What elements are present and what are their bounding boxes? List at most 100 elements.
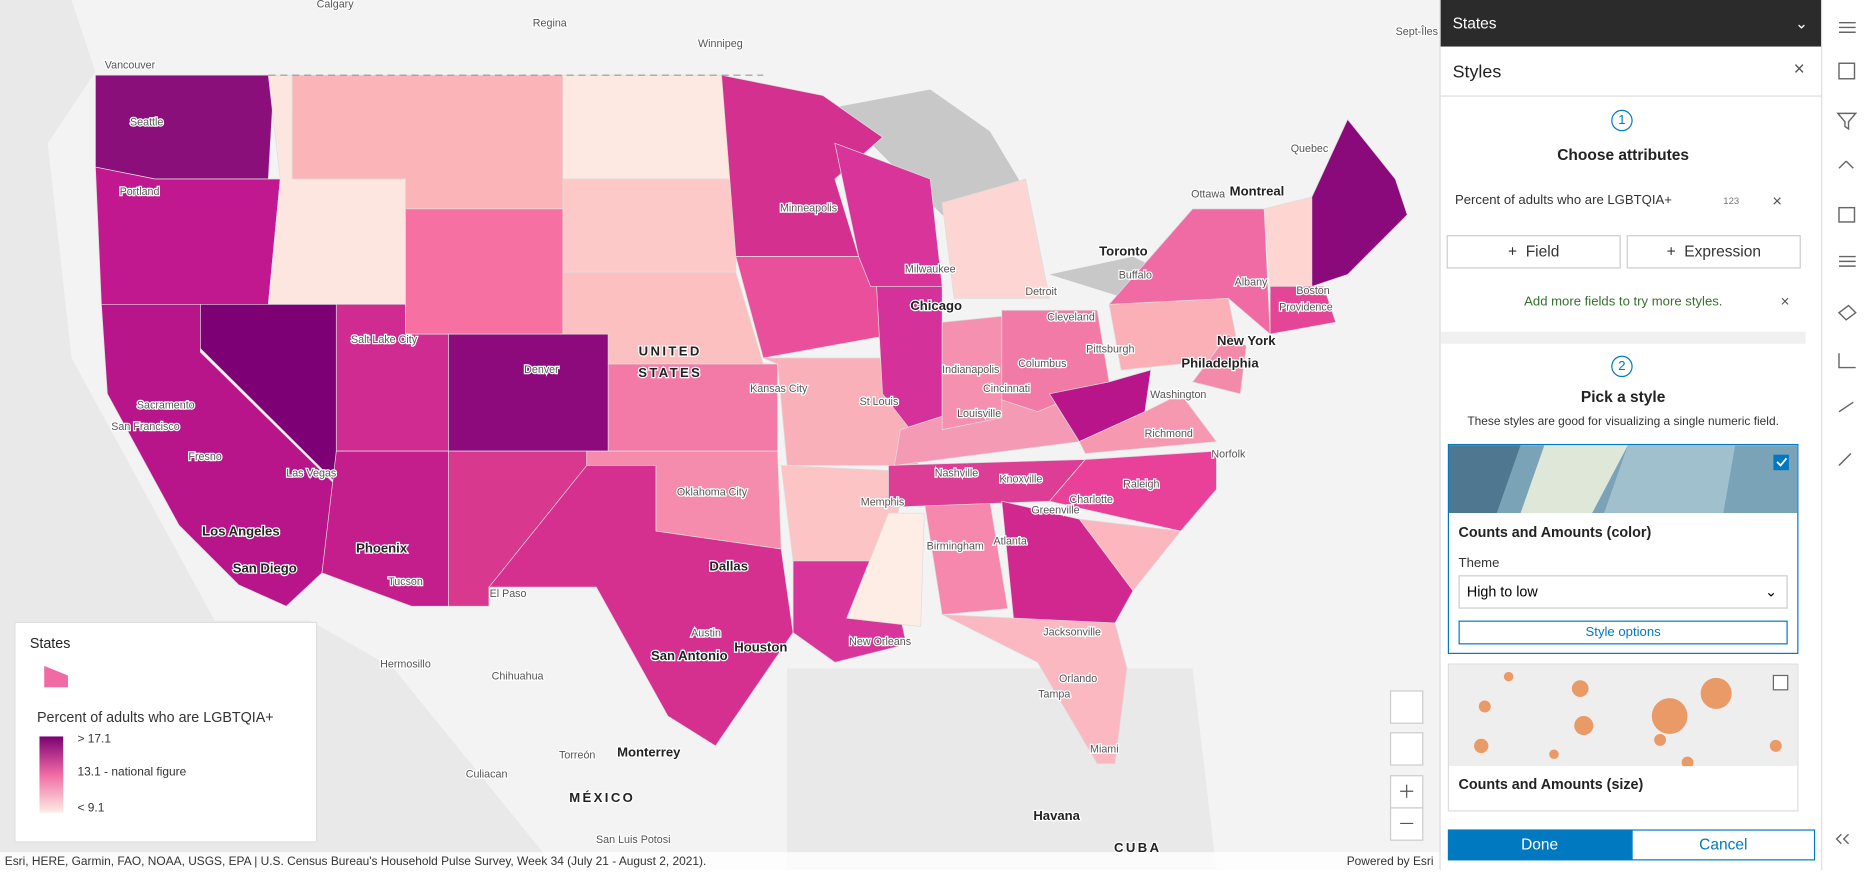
panel-title: Styles: [1452, 62, 1502, 83]
theme-select[interactable]: High to low ⌄: [1458, 575, 1788, 609]
state: [562, 74, 737, 180]
place-label: Los Angeles: [202, 524, 279, 539]
states: [95, 74, 1408, 765]
place-label: Birmingham: [927, 540, 984, 552]
powered-by[interactable]: Powered by Esri: [1347, 854, 1434, 868]
place-label: Calgary: [317, 0, 355, 11]
place-label: San Antonio: [651, 648, 728, 663]
zoom-icons: [1400, 784, 1414, 825]
home-button[interactable]: [1389, 732, 1424, 766]
place-label: Monterrey: [617, 745, 681, 760]
place-label: Nashville: [935, 468, 979, 480]
place-label: Greenville: [1031, 505, 1079, 517]
place-label: Austin: [691, 628, 721, 640]
state: [1263, 196, 1313, 287]
place-label: Buffalo: [1119, 270, 1152, 282]
place-label: Regina: [533, 18, 567, 30]
place-label: Louisville: [957, 408, 1001, 420]
place-label: Chihuahua: [492, 670, 544, 682]
place-label: Providence: [1279, 302, 1333, 314]
add-field[interactable]: + Field: [1446, 235, 1621, 269]
legend-swatch: [44, 665, 68, 688]
fullscreen-button[interactable]: [1389, 690, 1424, 724]
place-label: Pittsburgh: [1086, 343, 1134, 355]
style-card[interactable]: Counts and Amounts (size): [1447, 663, 1799, 812]
place-label: San Diego: [233, 561, 297, 576]
field-type: 123: [1723, 195, 1740, 207]
style-thumbnail: [1449, 445, 1798, 514]
legend-stop: > 17.1: [77, 732, 112, 746]
style-name: Counts and Amounts (color): [1458, 523, 1652, 541]
place-label: Culiacan: [466, 768, 508, 780]
map[interactable]: Calgary Regina Winnipeg Vancouver Seattle Por…: [0, 0, 1440, 871]
state: [488, 465, 794, 747]
state: [763, 357, 919, 466]
place-label: Phoenix: [356, 540, 408, 555]
remove-field[interactable]: ×: [1772, 190, 1782, 211]
place-label: Seattle: [130, 117, 163, 129]
theme-label: Theme: [1458, 556, 1500, 571]
place-label: Cleveland: [1047, 311, 1095, 323]
place-label: Richmond: [1145, 428, 1193, 440]
state: [1001, 500, 1134, 624]
place-label: Portland: [120, 186, 160, 198]
theme-value: High to low: [1466, 583, 1538, 601]
place-label: Indianapolis: [942, 364, 999, 376]
place-label: CUBA: [1114, 840, 1161, 855]
place-label: UNITED: [639, 344, 702, 359]
place-label: New York: [1217, 333, 1276, 348]
hint: Add more fields to try more styles.: [1524, 294, 1723, 310]
place-label: Tucson: [388, 576, 423, 588]
state: [1048, 450, 1217, 532]
place-label: Torreón: [559, 749, 595, 761]
step-title: Choose attributes: [1557, 145, 1690, 164]
place-label: El Paso: [490, 588, 527, 600]
state: [846, 512, 925, 627]
place-label: Miami: [1090, 743, 1119, 755]
cancel-button[interactable]: Cancel: [1631, 829, 1816, 861]
style-thumbnail: [1449, 664, 1798, 767]
style-card[interactable]: Counts and Amounts (color) Theme High to…: [1447, 443, 1799, 654]
step-number: 1: [1611, 109, 1633, 132]
style-options[interactable]: Style options: [1458, 620, 1788, 645]
style-name: Counts and Amounts (size): [1458, 775, 1644, 793]
state: [941, 614, 1128, 765]
state: [448, 333, 609, 452]
state: [321, 450, 449, 607]
legend-ramp: [39, 736, 64, 813]
state: [95, 74, 275, 180]
place-label: San Luis Potosi: [596, 834, 670, 846]
place-label: New Orleans: [849, 636, 911, 648]
layer-header[interactable]: States ⌄: [1440, 0, 1823, 47]
layer-name: States: [1452, 14, 1497, 33]
step-title: Pick a style: [1580, 387, 1666, 406]
place-label: Quebec: [1291, 143, 1329, 155]
place-label: Orlando: [1059, 673, 1097, 685]
place-label: Ottawa: [1191, 188, 1225, 200]
place-label: Raleigh: [1123, 478, 1159, 490]
attribution-bar: [0, 852, 1440, 871]
legend-layer: States: [29, 634, 71, 652]
close-button[interactable]: ×: [1793, 59, 1805, 80]
place-label: Memphis: [861, 496, 904, 508]
place-label: Tampa: [1038, 688, 1070, 700]
place-label: Knoxville: [999, 474, 1042, 486]
place-label: Albany: [1235, 277, 1268, 289]
done-button[interactable]: Done: [1447, 829, 1632, 861]
place-label: Norfolk: [1211, 449, 1246, 461]
place-label: Milwaukee: [905, 264, 956, 276]
place-label: Philadelphia: [1181, 355, 1259, 370]
place-label: Denver: [524, 364, 559, 376]
place-label: Hermosillo: [380, 659, 431, 671]
legend-stop: 13.1 - national figure: [77, 766, 187, 780]
place-label: Jacksonville: [1043, 626, 1101, 638]
state: [1191, 333, 1247, 395]
dismiss-hint[interactable]: ×: [1780, 292, 1790, 311]
state: [941, 178, 1050, 299]
place-label: Cincinnati: [983, 383, 1030, 395]
legend-field: Percent of adults who are LGBTQIA+: [36, 708, 274, 726]
add-expression[interactable]: + Expression: [1626, 235, 1801, 269]
place-label: Kansas City: [750, 383, 808, 395]
